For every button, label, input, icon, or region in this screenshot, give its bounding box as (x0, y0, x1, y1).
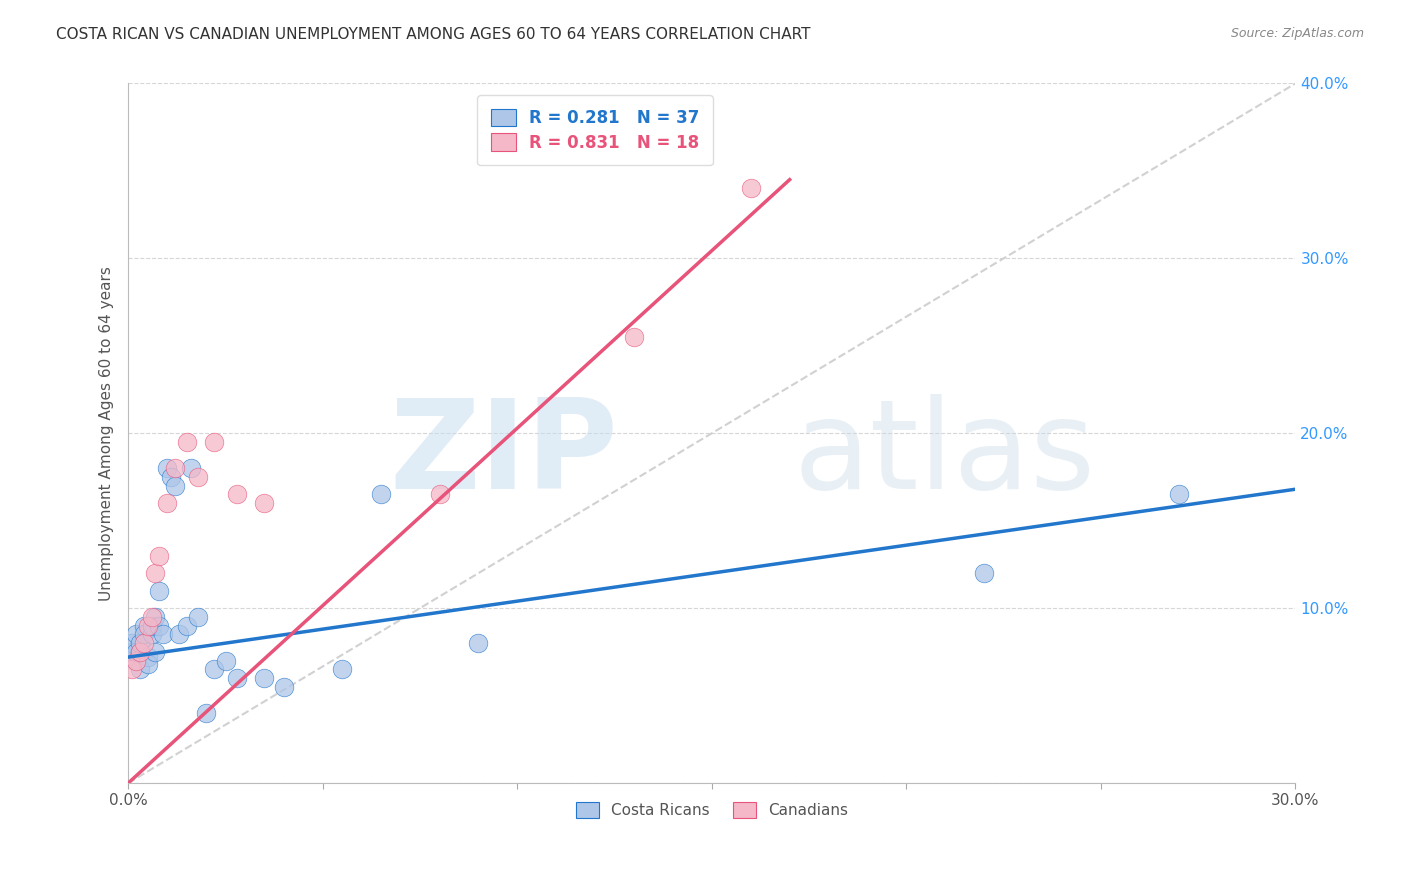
Point (136, 657, 159, 672)
Point (160, 470, 183, 484)
Point (253, 671, 276, 685)
Point (202, 434, 225, 449)
Point (187, 470, 209, 484)
Point (187, 610, 209, 624)
Point (273, 680, 295, 694)
Point (145, 566, 167, 581)
Point (145, 610, 167, 624)
Point (156, 496, 179, 510)
Point (429, 487, 451, 501)
Point (125, 654, 148, 668)
Point (226, 671, 249, 685)
Point (129, 645, 152, 659)
Point (740, 181, 762, 195)
Point (156, 461, 179, 475)
Point (121, 636, 143, 650)
Point (129, 645, 152, 659)
Point (467, 636, 489, 650)
Point (132, 636, 155, 650)
Text: ZIP: ZIP (389, 393, 619, 515)
Point (141, 618, 163, 632)
Point (176, 618, 198, 632)
Point (129, 662, 152, 676)
Point (623, 330, 645, 344)
Point (167, 627, 190, 641)
Text: COSTA RICAN VS CANADIAN UNEMPLOYMENT AMONG AGES 60 TO 64 YEARS CORRELATION CHART: COSTA RICAN VS CANADIAN UNEMPLOYMENT AMO… (56, 27, 811, 42)
Point (226, 487, 249, 501)
Y-axis label: Unemployment Among Ages 60 to 64 years: Unemployment Among Ages 60 to 64 years (100, 266, 114, 600)
Point (132, 618, 155, 632)
Point (152, 627, 174, 641)
Point (136, 618, 159, 632)
Point (132, 627, 155, 641)
Point (141, 610, 163, 624)
Point (125, 654, 148, 668)
Point (163, 479, 186, 493)
Text: Source: ZipAtlas.com: Source: ZipAtlas.com (1230, 27, 1364, 40)
Point (125, 645, 148, 659)
Point (121, 662, 143, 676)
Point (176, 434, 198, 449)
Point (330, 662, 353, 676)
Point (148, 549, 170, 563)
Point (163, 461, 186, 475)
Point (195, 706, 218, 720)
Point (141, 627, 163, 641)
Point (973, 566, 995, 581)
Point (370, 487, 392, 501)
Point (214, 654, 236, 668)
Point (148, 618, 170, 632)
Point (125, 627, 148, 641)
Point (1167, 487, 1189, 501)
Point (202, 662, 225, 676)
Point (179, 461, 201, 475)
Legend: Costa Ricans, Canadians: Costa Ricans, Canadians (569, 797, 853, 824)
Point (136, 650, 159, 665)
Point (253, 496, 276, 510)
Point (129, 636, 152, 650)
Point (121, 645, 143, 659)
Point (145, 645, 167, 659)
Text: atlas: atlas (793, 393, 1095, 515)
Point (148, 583, 170, 598)
